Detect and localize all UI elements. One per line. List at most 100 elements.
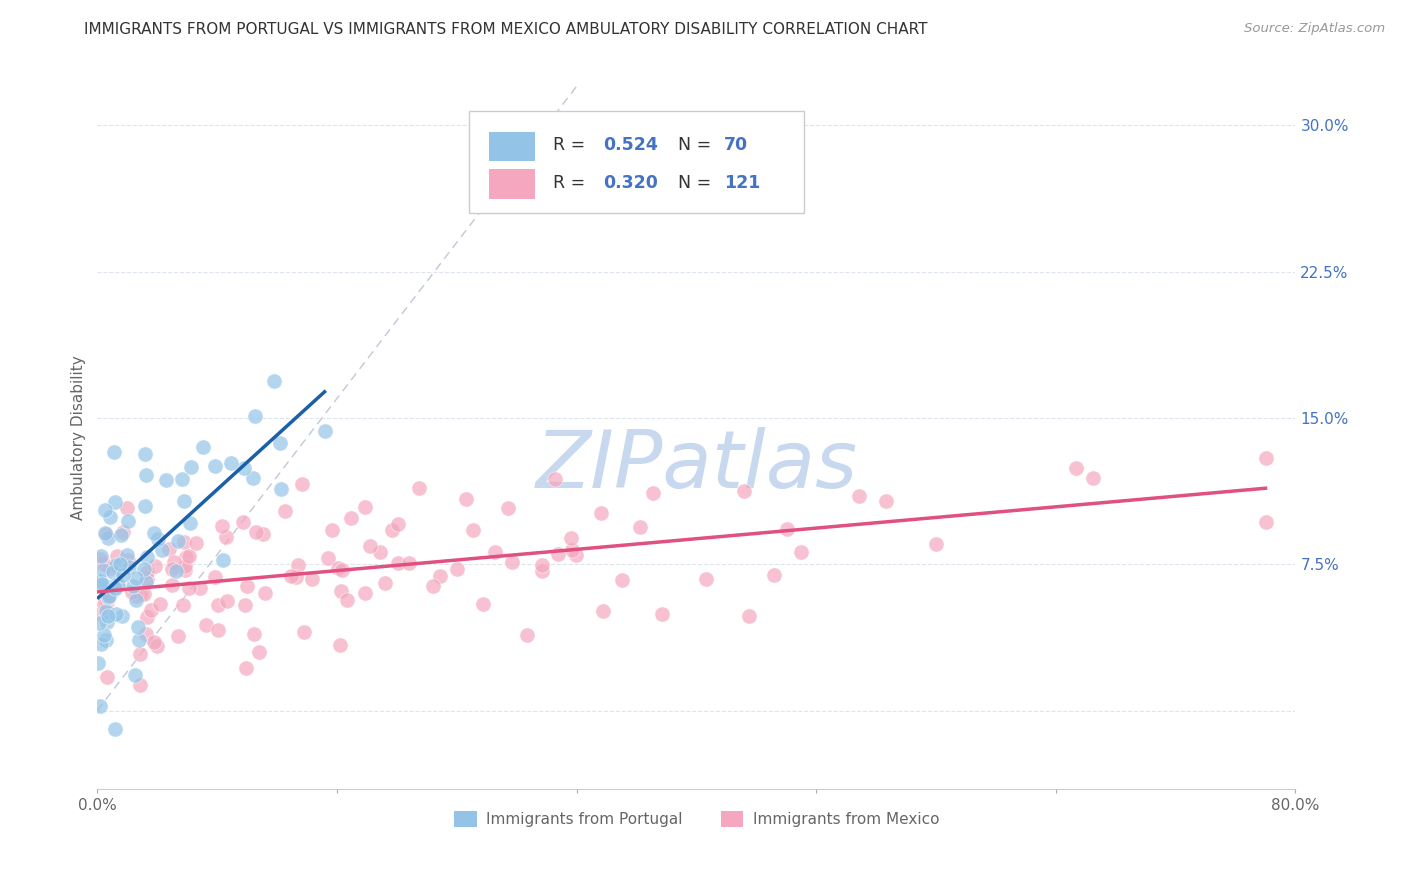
Point [89,607,111,621]
Point [270,482,292,496]
Text: Source: ZipAtlas.com: Source: ZipAtlas.com [1244,22,1385,36]
Point [173,493,195,508]
Point [155,473,177,487]
Point [330,563,353,577]
Point [105,607,128,621]
Point [252,526,274,541]
Point [136,572,159,586]
Point [530,564,553,578]
Point [98,561,121,575]
Point [124,668,146,682]
Point [408,481,430,495]
Point [149,598,172,612]
Point [561,543,583,558]
Point [217,593,239,607]
Point [89,551,111,566]
FancyBboxPatch shape [489,132,534,161]
Point [291,476,314,491]
Point [301,572,323,586]
Point [336,592,359,607]
Point [143,558,166,573]
Point [592,604,614,618]
Point [103,582,125,596]
Y-axis label: Ambulatory Disability: Ambulatory Disability [72,355,86,520]
Point [177,549,200,563]
Point [97,531,120,545]
Point [112,567,135,582]
Point [454,491,477,506]
Point [104,494,127,508]
Point [94,526,117,541]
Point [105,577,128,591]
Text: R =: R = [553,136,591,153]
Point [172,598,194,612]
Point [359,539,381,553]
Point [641,486,664,500]
Point [284,570,307,584]
Point [90,637,112,651]
Point [790,545,813,559]
Point [762,568,785,582]
Point [176,549,198,564]
Point [232,515,254,529]
Point [134,499,156,513]
Point [235,661,257,675]
Point [269,436,291,450]
Text: IMMIGRANTS FROM PORTUGAL VS IMMIGRANTS FROM MEXICO AMBULATORY DISABILITY CORRELA: IMMIGRANTS FROM PORTUGAL VS IMMIGRANTS F… [84,22,928,37]
Point [165,564,187,578]
Point [98,510,121,524]
Point [1254,516,1277,530]
Point [1083,471,1105,485]
Point [219,456,242,470]
Point [172,472,194,486]
Text: R =: R = [553,174,591,192]
Point [340,511,363,525]
Point [125,589,148,603]
Point [90,549,112,563]
Point [207,623,229,637]
Point [354,586,377,600]
Point [924,537,946,551]
Point [111,609,134,624]
Point [446,562,468,576]
Point [472,597,495,611]
Point [875,494,897,508]
Point [733,484,755,499]
Text: 121: 121 [724,174,761,192]
Point [776,521,799,535]
Point [150,543,173,558]
Point [96,595,118,609]
Text: N =: N = [679,136,717,153]
Point [128,633,150,648]
Point [326,561,349,575]
Point [233,461,256,475]
Point [145,640,167,654]
Legend: Immigrants from Portugal, Immigrants from Mexico: Immigrants from Portugal, Immigrants fro… [447,805,945,833]
Point [695,572,717,586]
Point [160,562,183,576]
Point [135,627,157,641]
Point [96,615,118,629]
Point [287,558,309,572]
Point [160,578,183,592]
Point [122,579,145,593]
Point [134,562,156,576]
Point [117,553,139,567]
Point [292,625,315,640]
Point [141,603,163,617]
Point [463,524,485,538]
Point [93,597,115,611]
Point [398,556,420,570]
Point [274,504,297,518]
Point [91,577,114,591]
Point [628,519,651,533]
Point [516,628,538,642]
Point [370,545,392,559]
Point [242,471,264,485]
Point [422,578,444,592]
Point [247,645,270,659]
Point [134,586,156,600]
Point [94,503,117,517]
Point [188,581,211,595]
Point [496,501,519,516]
